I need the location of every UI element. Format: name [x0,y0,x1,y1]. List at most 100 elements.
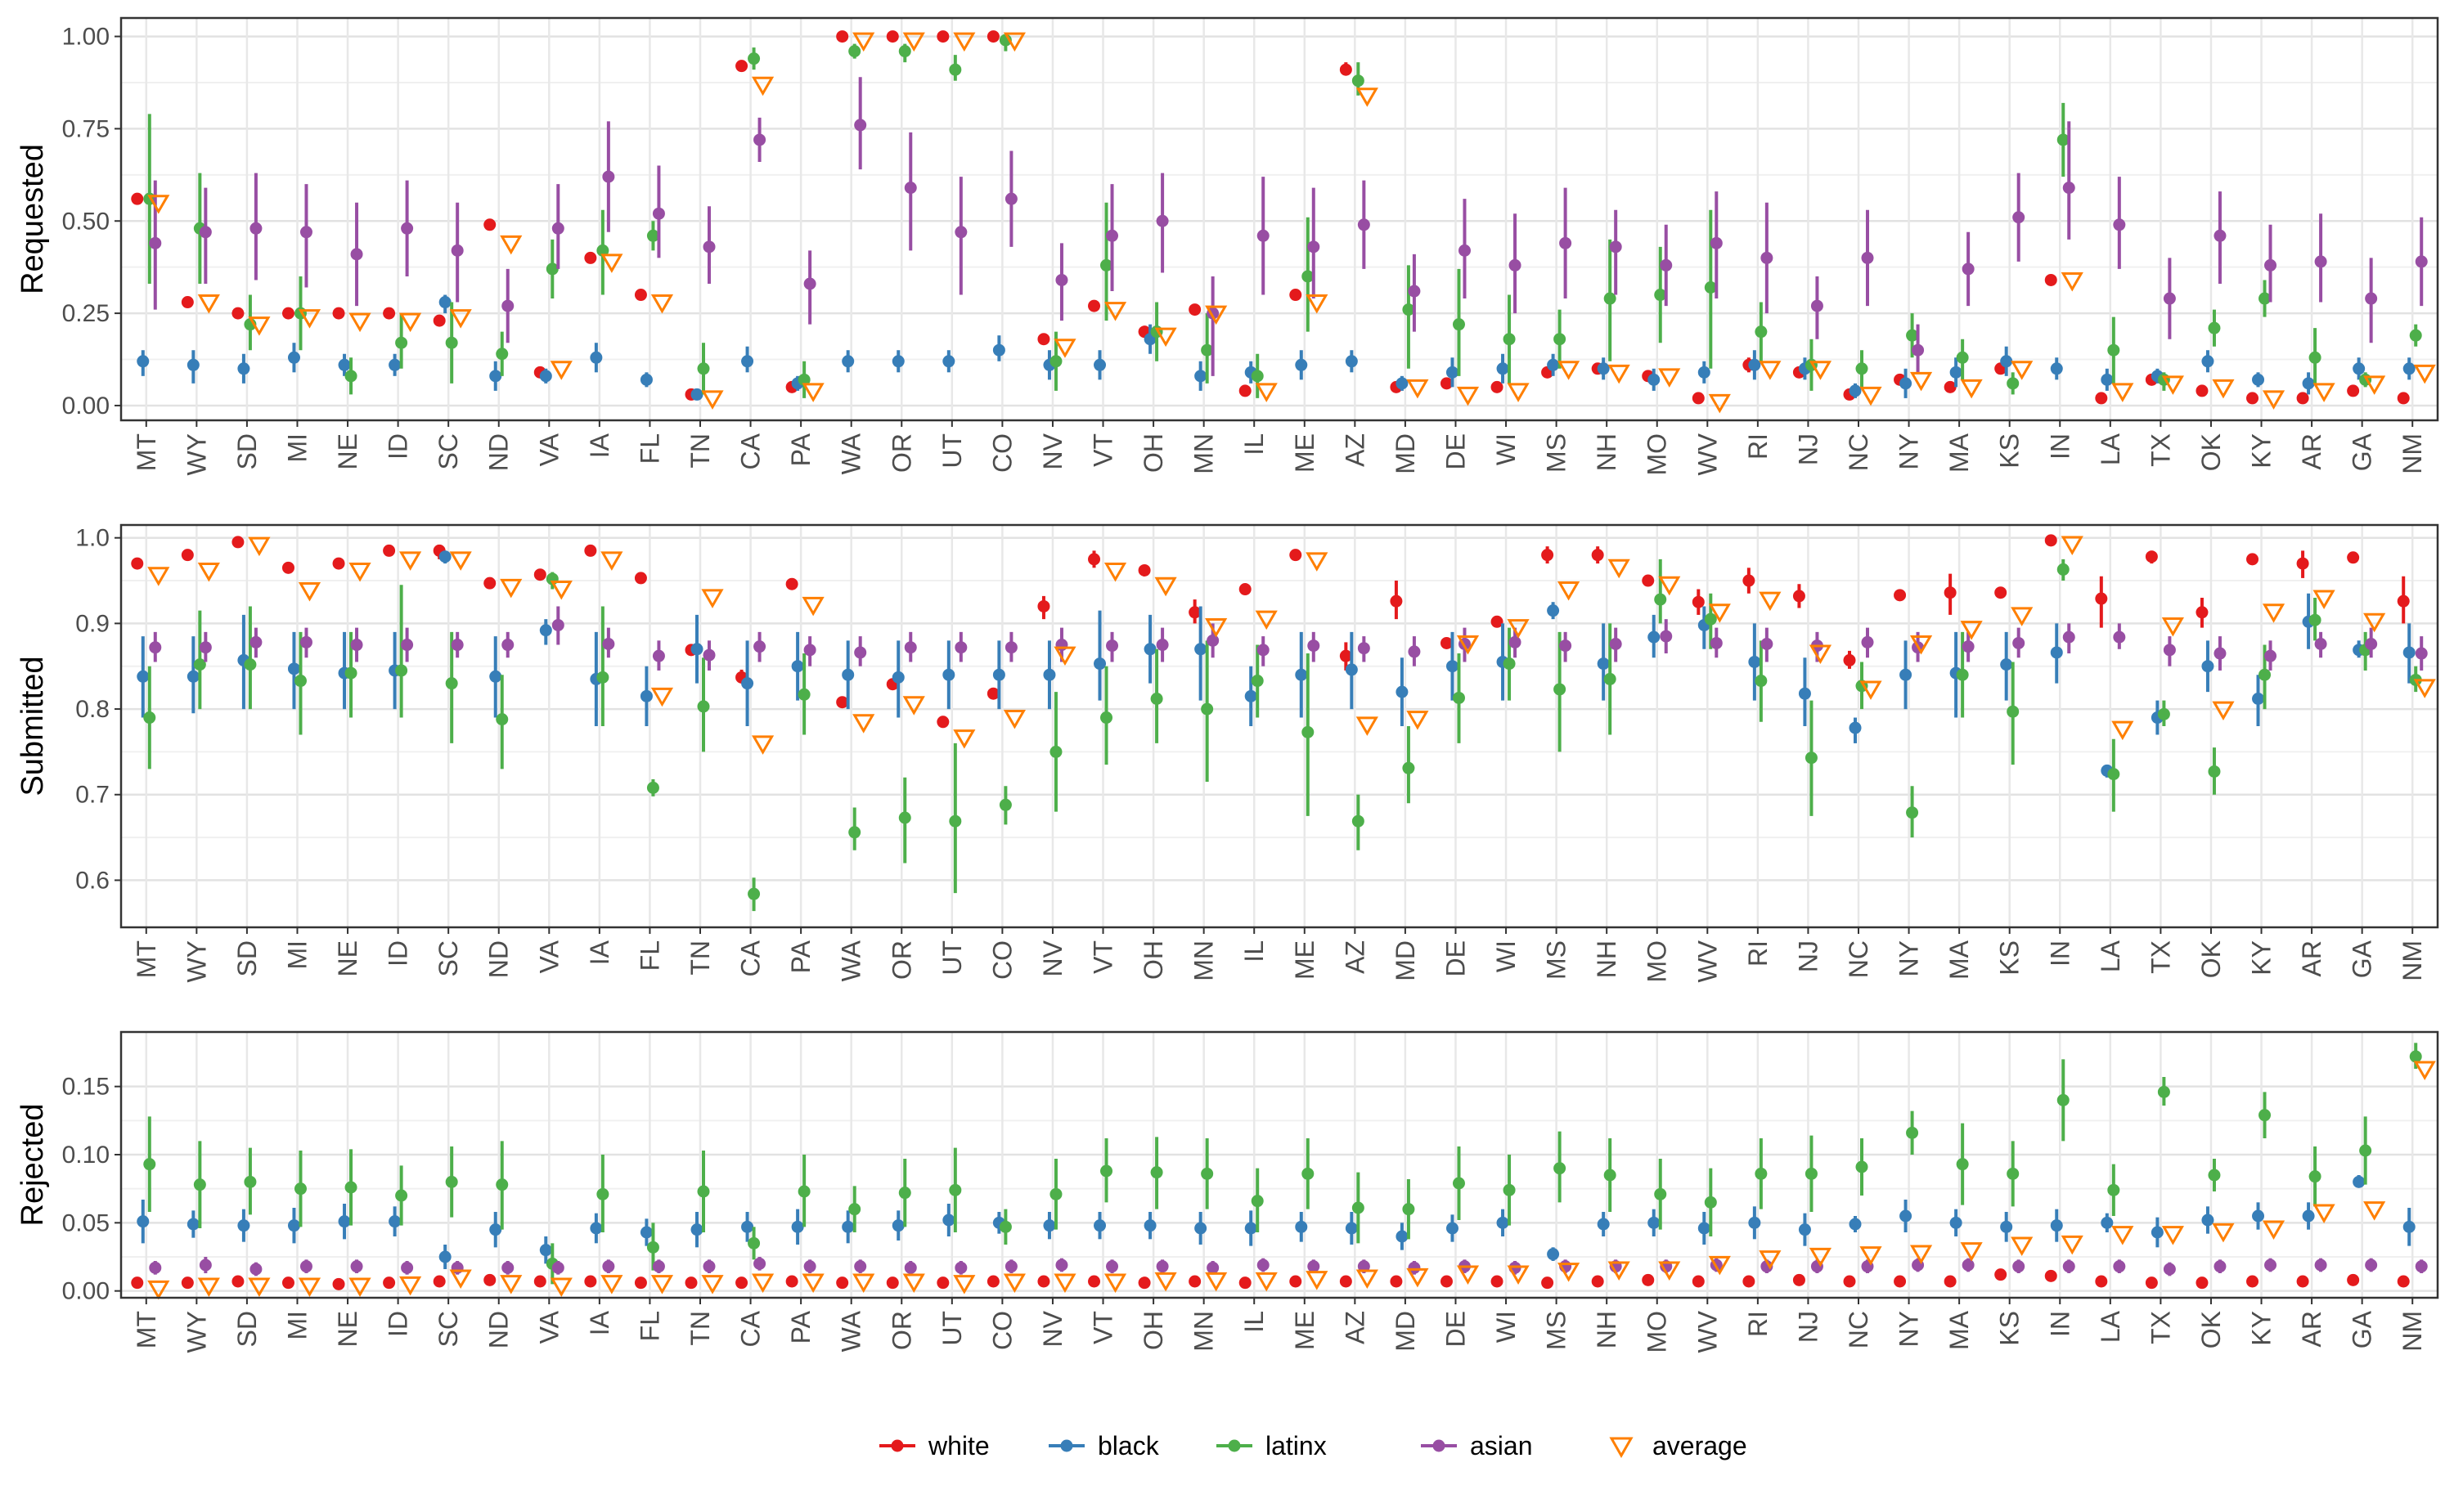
requested-black-point-md [1396,377,1408,389]
requested-x-tick-label-ky: KY [2247,433,2276,469]
submitted-white-point-mo [1642,575,1654,587]
requested-asian-point-id [401,222,413,235]
rejected-white-point-tx [2146,1276,2158,1289]
rejected-white-point-vt [1088,1276,1100,1288]
rejected-plot-background [121,1032,2438,1298]
requested-asian-point-tx [2164,293,2176,305]
rejected-black-point-ms [1547,1248,1559,1260]
submitted-x-tick-label-ga: GA [2348,940,2377,978]
rejected-black-point-oh [1144,1219,1157,1232]
requested-x-tick-label-sd: SD [232,433,262,469]
requested-asian-point-nj [1811,300,1823,312]
rejected-latinx-point-ia [596,1188,609,1200]
requested-latinx-point-wa [848,45,861,57]
requested-asian-point-ky [2264,259,2276,271]
submitted-latinx-point-wv [1705,613,1717,626]
requested-x-tick-label-ny: NY [1894,433,1924,469]
rejected-x-tick-label-nh: NH [1592,1311,1621,1348]
rejected-latinx-point-ri [1755,1168,1767,1180]
requested-y-tick-label: 0.75 [62,115,110,142]
submitted-latinx-point-vt [1100,711,1112,724]
requested-black-point-ny [1899,377,1912,389]
rejected-black-point-fl [640,1227,653,1239]
rejected-black-point-wi [1497,1217,1509,1229]
submitted-x-tick-label-ok: OK [2196,940,2226,978]
submitted-x-tick-label-co: CO [987,940,1017,980]
rejected-latinx-point-nm [2410,1051,2422,1063]
rejected-asian-point-oh [1157,1260,1169,1272]
rejected-white-point-ky [2246,1276,2258,1288]
submitted-latinx-point-in [2057,563,2070,576]
submitted-black-point-ri [1748,656,1760,668]
requested-x-tick-label-in: IN [2045,433,2074,460]
submitted-white-point-va [534,568,546,581]
requested-black-point-va [540,370,552,382]
rejected-white-point-az [1340,1276,1352,1288]
requested-latinx-point-ks [2007,377,2019,389]
submitted-black-point-ny [1899,669,1912,681]
requested-black-point-ut [942,355,955,367]
rejected-asian-point-vt [1106,1260,1118,1272]
submitted-y-tick-label: 0.7 [75,782,110,809]
legend-label-asian: asian [1470,1431,1533,1460]
submitted-asian-point-mi [300,636,312,648]
requested-white-point-nm [2398,392,2410,404]
requested-white-point-sd [231,307,244,320]
rejected-latinx-point-or [899,1187,911,1199]
requested-y-axis-label: Requested [16,144,50,294]
rejected-asian-point-wa [854,1260,866,1272]
submitted-white-point-oh [1139,564,1151,577]
rejected-white-point-in [2045,1270,2057,1282]
rejected-latinx-point-nv [1049,1188,1062,1200]
rejected-white-point-mo [1642,1274,1654,1286]
rejected-latinx-point-tx [2158,1086,2170,1098]
rejected-x-tick-label-tx: TX [2146,1311,2175,1344]
submitted-latinx-point-pa [798,689,811,701]
submitted-white-point-ks [1994,586,2007,599]
submitted-white-point-ar [2297,558,2309,570]
rejected-black-point-il [1245,1223,1257,1235]
requested-black-point-tn [691,388,703,401]
submitted-x-tick-label-wi: WI [1491,940,1521,972]
submitted-white-point-nh [1592,549,1604,561]
legend-key-dot-black [1061,1440,1073,1452]
rejected-white-point-ok [2196,1276,2208,1289]
rejected-latinx-point-ar [2309,1170,2321,1182]
submitted-asian-point-wi [1509,636,1521,648]
submitted-white-point-nj [1793,590,1805,602]
requested-latinx-point-ar [2309,352,2321,364]
submitted-asian-point-sd [249,636,262,648]
requested-x-tick-label-wv: WV [1692,433,1722,475]
rejected-latinx-point-nj [1805,1168,1818,1180]
submitted-asian-point-la [2113,631,2125,644]
requested-asian-point-md [1408,285,1420,298]
submitted-black-point-wa [842,669,854,681]
requested-x-tick-label-tx: TX [2146,433,2175,467]
rejected-x-tick-label-me: ME [1290,1311,1319,1350]
rejected-x-tick-label-nm: NM [2398,1311,2427,1352]
requested-latinx-point-az [1352,74,1364,87]
requested-latinx-point-ut [949,64,961,76]
rejected-white-point-va [534,1276,546,1288]
rejected-white-point-md [1390,1276,1402,1288]
rejected-latinx-point-ma [1957,1158,1969,1170]
submitted-black-point-ut [942,669,955,681]
submitted-x-tick-label-mn: MN [1189,940,1219,981]
requested-black-point-sd [237,362,249,375]
submitted-black-point-nd [489,671,501,683]
rejected-white-point-ar [2297,1276,2309,1288]
requested-black-point-wi [1497,362,1509,375]
submitted-black-point-il [1245,690,1257,702]
rejected-x-tick-label-nd: ND [484,1311,514,1348]
requested-asian-point-ga [2365,293,2377,305]
requested-x-tick-label-sc: SC [434,433,463,469]
rejected-white-point-wi [1491,1276,1503,1288]
submitted-white-point-sd [231,536,244,548]
submitted-x-tick-label-tn: TN [685,940,715,976]
requested-black-point-ga [2353,362,2365,375]
rejected-x-tick-label-ga: GA [2348,1310,2377,1348]
requested-black-point-de [1446,366,1458,379]
submitted-x-tick-label-nc: NC [1844,940,1873,978]
requested-x-tick-label-ar: AR [2297,433,2326,469]
submitted-asian-point-nm [2416,648,2428,660]
